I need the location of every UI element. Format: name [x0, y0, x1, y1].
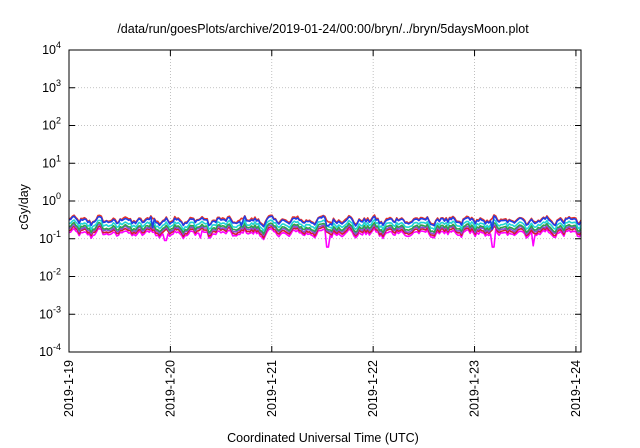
series-line-4: [68, 221, 582, 235]
x-tick-label: 2019-1-24: [569, 360, 583, 417]
y-axis: 104 103 102 101 100 10-1 10-2 10-3 10-4: [39, 40, 581, 359]
y-tick-label: 103: [42, 78, 61, 95]
y-tick-label: 10-4: [39, 342, 61, 359]
chart-title: /data/run/goesPlots/archive/2019-01-24/0…: [117, 22, 529, 36]
x-tick-label: 2019-1-22: [366, 360, 380, 417]
grid: [69, 50, 581, 352]
x-axis-label: Coordinated Universal Time (UTC): [227, 431, 419, 445]
series-line-7: [68, 215, 582, 230]
x-tick-label: 2019-1-23: [468, 360, 482, 417]
x-tick-label: 2019-1-19: [62, 360, 76, 417]
x-tick-label: 2019-1-20: [163, 360, 177, 417]
x-axis: 2019-1-19 2019-1-20 2019-1-21 2019-1-22 2019…: [62, 50, 583, 417]
y-tick-label: 10-3: [39, 304, 61, 321]
y-axis-label: cGy/day: [17, 183, 31, 230]
y-tick-label: 10-1: [39, 229, 61, 246]
y-tick-label: 102: [42, 116, 61, 133]
y-tick-label: 10-2: [39, 267, 61, 284]
x-tick-label: 2019-1-21: [265, 360, 279, 417]
y-tick-label: 104: [42, 40, 61, 57]
y-tick-label: 100: [42, 191, 61, 208]
series-layer: [68, 214, 582, 248]
y-tick-label: 101: [42, 153, 61, 170]
